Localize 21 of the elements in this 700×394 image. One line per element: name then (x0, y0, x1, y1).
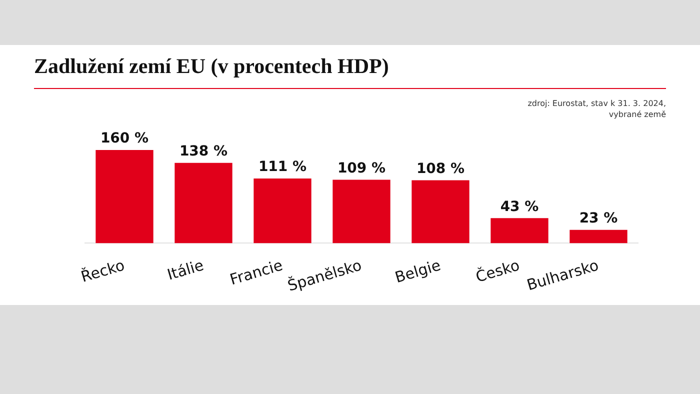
bar (490, 218, 548, 244)
bar (412, 180, 470, 244)
data-label: 43 % (500, 198, 539, 215)
data-label: 23 % (579, 210, 618, 226)
data-label: 111 % (258, 159, 307, 176)
chart-title: Zadlužení zemí EU (v procentech HDP) (34, 54, 389, 79)
x-tick-label: Itálie (165, 256, 206, 284)
x-tick-label: Česko (474, 256, 522, 286)
bar (254, 178, 312, 244)
bar (570, 230, 628, 244)
data-label: 138 % (179, 143, 228, 160)
bar (96, 150, 154, 244)
x-tick-label: Řecko (78, 256, 127, 286)
x-tick-label: Francie (228, 256, 285, 289)
bar (332, 180, 390, 244)
bar (174, 162, 232, 244)
x-tick-label: Belgie (392, 256, 443, 287)
text: zdroj: Eurostat, stav k 31. 3. 2024, vybrané země (528, 98, 666, 120)
data-label: 109 % (337, 160, 386, 176)
data-label: 108 % (416, 160, 465, 177)
data-label: 160 % (100, 130, 149, 147)
